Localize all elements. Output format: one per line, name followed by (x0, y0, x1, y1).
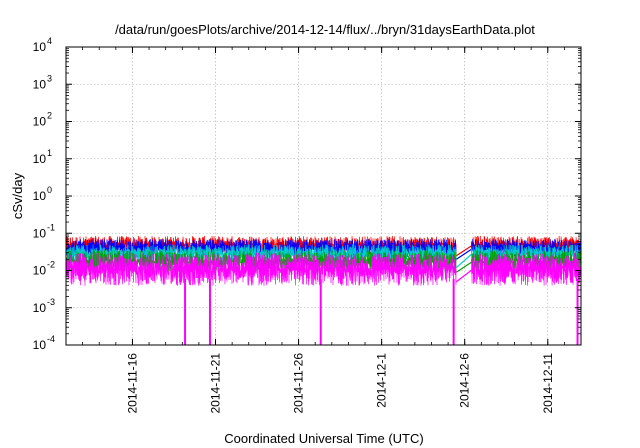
y-axis-label: cSv/day (10, 172, 25, 219)
chart-title: /data/run/goesPlots/archive/2014-12-14/f… (115, 22, 535, 37)
y-tick-base: 10 (33, 77, 47, 91)
y-tick-label: 10 -2 (33, 260, 55, 278)
y-tick-label: 10 -4 (33, 334, 55, 352)
y-tick-label: 10 -3 (33, 297, 55, 315)
y-tick-label: 10 -1 (33, 222, 55, 240)
y-tick-exp: -1 (47, 222, 55, 232)
gap-bridge-line (456, 261, 472, 273)
y-tick-base: 10 (33, 152, 47, 166)
y-tick-exp: 1 (47, 148, 52, 158)
y-tick-exp: 0 (47, 185, 52, 195)
y-tick-exp: 3 (47, 73, 52, 83)
gap-bridge-line (456, 269, 472, 283)
y-tick-label: 10 1 (33, 148, 52, 166)
y-tick-exp: 4 (47, 36, 52, 46)
y-tick-base: 10 (33, 40, 47, 54)
y-tick-exp: -4 (47, 334, 55, 344)
grid (66, 47, 581, 345)
y-tick-base: 10 (33, 264, 47, 278)
x-tick-label: 2014-11-26 (292, 353, 306, 414)
gap-bridge-line (456, 253, 473, 269)
y-tick-exp: -2 (47, 260, 55, 270)
y-tick-base: 10 (33, 226, 47, 240)
x-axis-label: Coordinated Universal Time (UTC) (224, 431, 423, 446)
gap-bridge-line (456, 248, 472, 260)
x-tick-label: 2014-11-21 (209, 353, 223, 414)
y-tick-base: 10 (33, 338, 47, 352)
y-tick-base: 10 (33, 115, 47, 129)
x-axis: 2014-11-16 2014-11-21 2014-11-26 2014-12-1 2… (65, 47, 582, 414)
y-tick-label: 10 3 (33, 73, 52, 91)
y-tick-label: 10 0 (33, 185, 52, 203)
x-tick-label: 2014-12-11 (541, 353, 555, 414)
series-band (65, 252, 581, 286)
gap-bridge-line (456, 245, 472, 257)
x-tick-label: 2014-11-16 (125, 353, 139, 414)
y-tick-base: 10 (33, 189, 47, 203)
y-tick-label: 10 2 (33, 111, 52, 129)
series-layer (65, 235, 581, 345)
y-tick-label: 10 4 (33, 36, 52, 54)
y-tick-exp: -3 (47, 297, 55, 307)
y-tick-base: 10 (33, 301, 47, 315)
x-tick-label: 2014-12-1 (375, 353, 389, 408)
y-tick-exp: 2 (47, 111, 52, 121)
x-tick-label: 2014-12-6 (458, 353, 472, 408)
